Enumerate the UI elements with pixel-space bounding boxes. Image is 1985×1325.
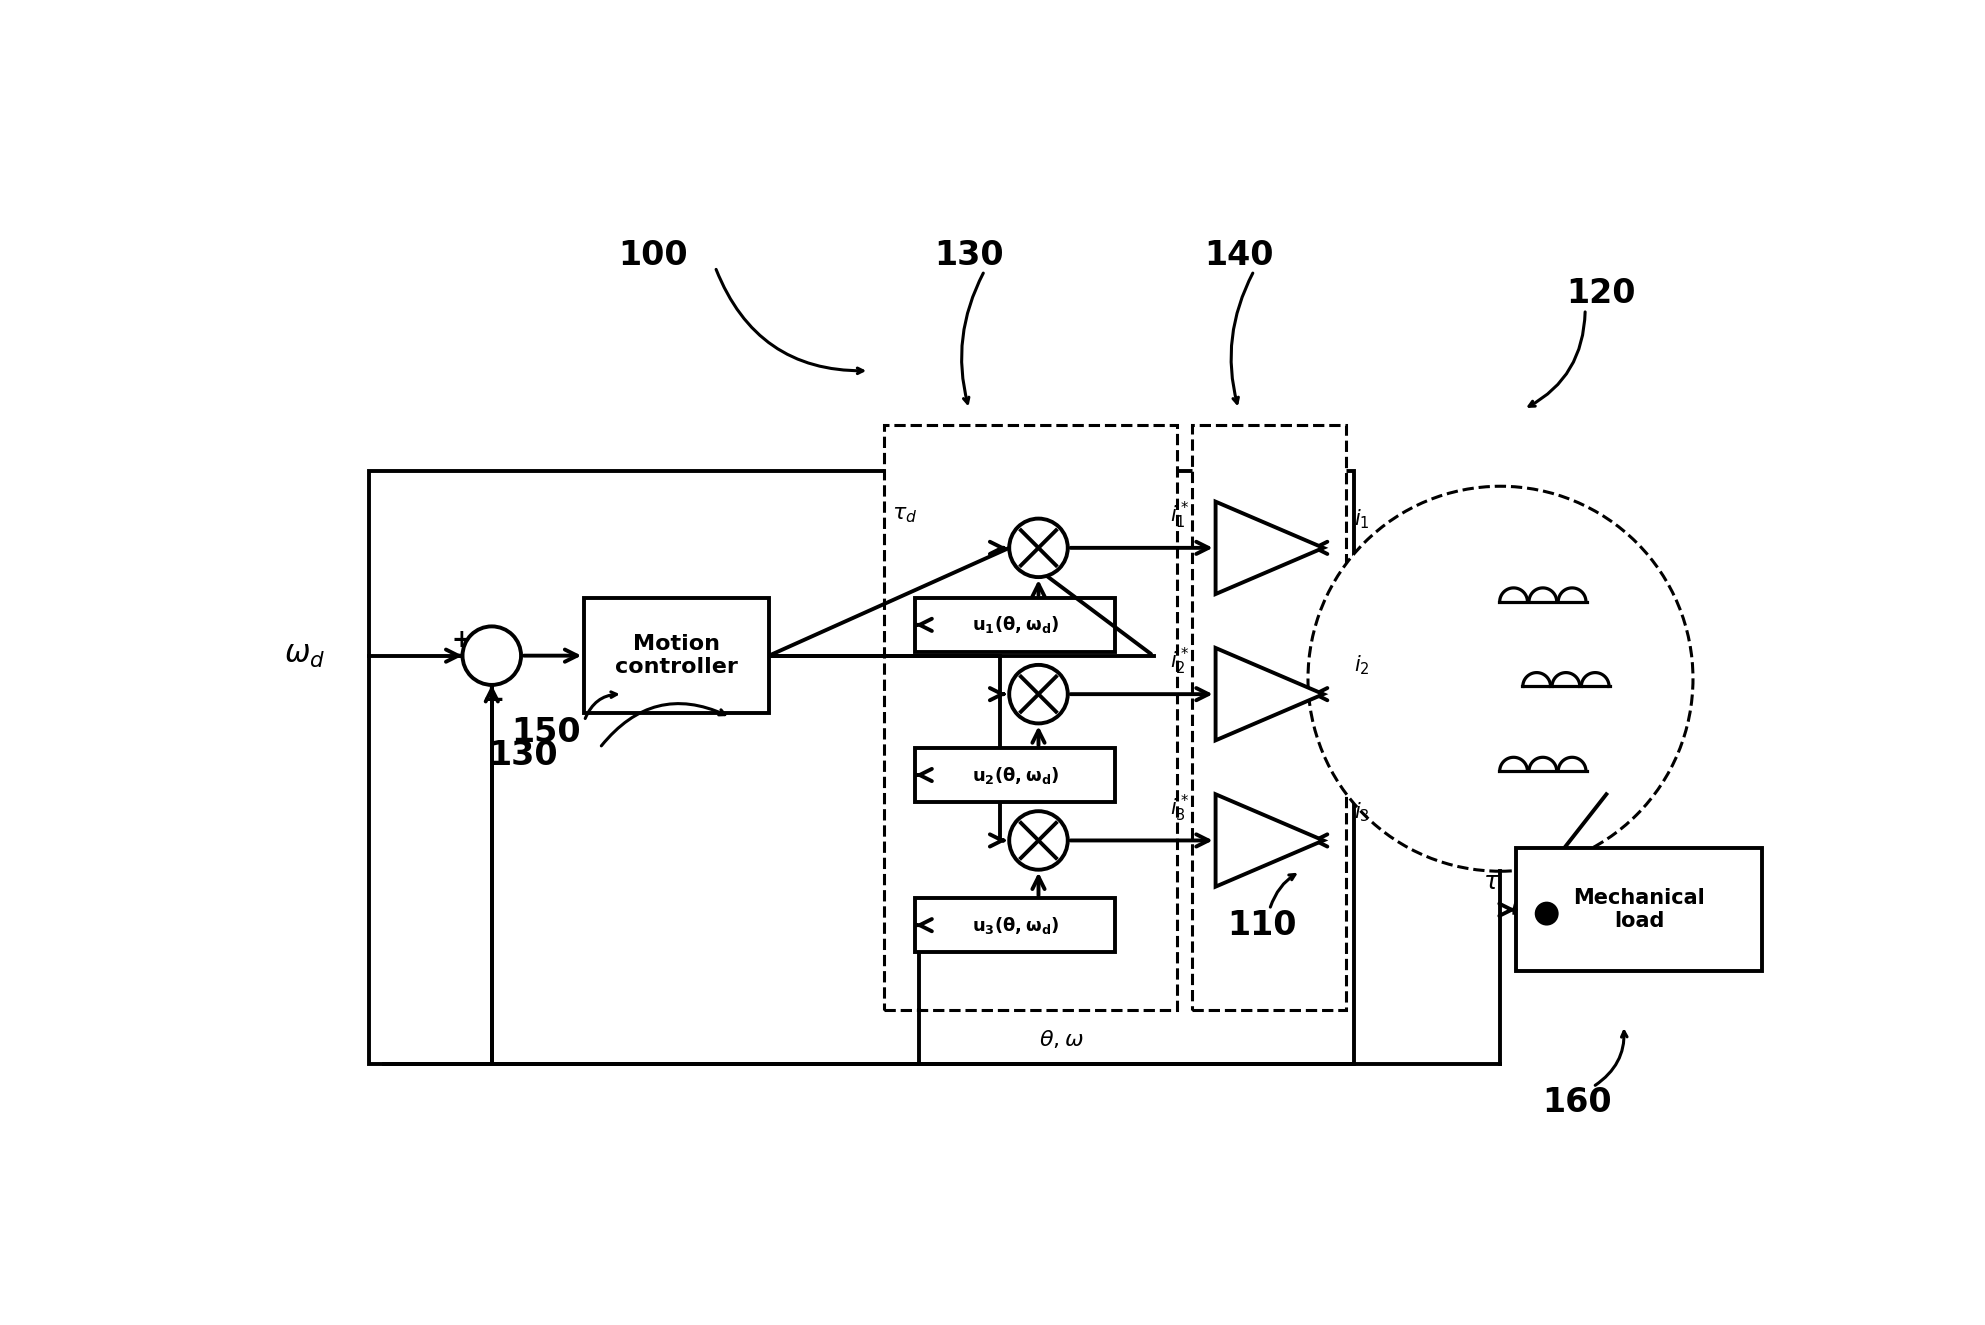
Text: $\tau_d$: $\tau_d$ <box>891 505 917 525</box>
Polygon shape <box>1215 502 1324 594</box>
Text: −: − <box>482 686 504 714</box>
Bar <box>369 470 1354 1064</box>
Text: +: + <box>451 628 470 652</box>
Text: 130: 130 <box>488 739 558 772</box>
Polygon shape <box>1215 794 1324 886</box>
Circle shape <box>1008 518 1068 578</box>
Bar <box>915 598 1116 652</box>
Text: $i_3^*$: $i_3^*$ <box>1169 792 1189 824</box>
Text: Mechanical
load: Mechanical load <box>1574 888 1705 931</box>
Text: 160: 160 <box>1542 1085 1612 1118</box>
Circle shape <box>463 627 520 685</box>
Bar <box>1193 424 1346 1010</box>
Text: 140: 140 <box>1205 238 1274 272</box>
Text: $\tau$: $\tau$ <box>1483 871 1501 894</box>
Bar <box>584 598 768 713</box>
Text: $\omega_d$: $\omega_d$ <box>284 641 326 670</box>
Text: $i_1$: $i_1$ <box>1354 507 1370 531</box>
Text: $\mathbf{u_2(\theta,\omega_d)}$: $\mathbf{u_2(\theta,\omega_d)}$ <box>973 765 1060 786</box>
Text: 120: 120 <box>1566 277 1636 310</box>
Text: 100: 100 <box>619 238 689 272</box>
Text: $i_3$: $i_3$ <box>1354 800 1370 824</box>
Bar <box>915 749 1116 802</box>
Text: 150: 150 <box>510 716 580 749</box>
Bar <box>915 898 1116 953</box>
Text: $i_1^*$: $i_1^*$ <box>1169 500 1189 531</box>
Text: $i_2^*$: $i_2^*$ <box>1169 647 1189 677</box>
Polygon shape <box>1215 648 1324 741</box>
Text: $\mathbf{u_3(\theta,\omega_d)}$: $\mathbf{u_3(\theta,\omega_d)}$ <box>973 914 1060 935</box>
Circle shape <box>1308 486 1693 872</box>
Bar <box>1517 848 1763 971</box>
Text: 130: 130 <box>935 238 1004 272</box>
Text: Motion
controller: Motion controller <box>615 635 738 677</box>
Text: $\theta,\omega$: $\theta,\omega$ <box>1040 1028 1084 1049</box>
Text: 110: 110 <box>1227 909 1296 942</box>
Text: $i_2$: $i_2$ <box>1354 653 1370 677</box>
Circle shape <box>1008 811 1068 869</box>
Bar <box>885 424 1177 1010</box>
Circle shape <box>1008 665 1068 723</box>
Circle shape <box>1536 904 1556 924</box>
Text: $\mathbf{u_1(\theta,\omega_d)}$: $\mathbf{u_1(\theta,\omega_d)}$ <box>973 615 1060 636</box>
